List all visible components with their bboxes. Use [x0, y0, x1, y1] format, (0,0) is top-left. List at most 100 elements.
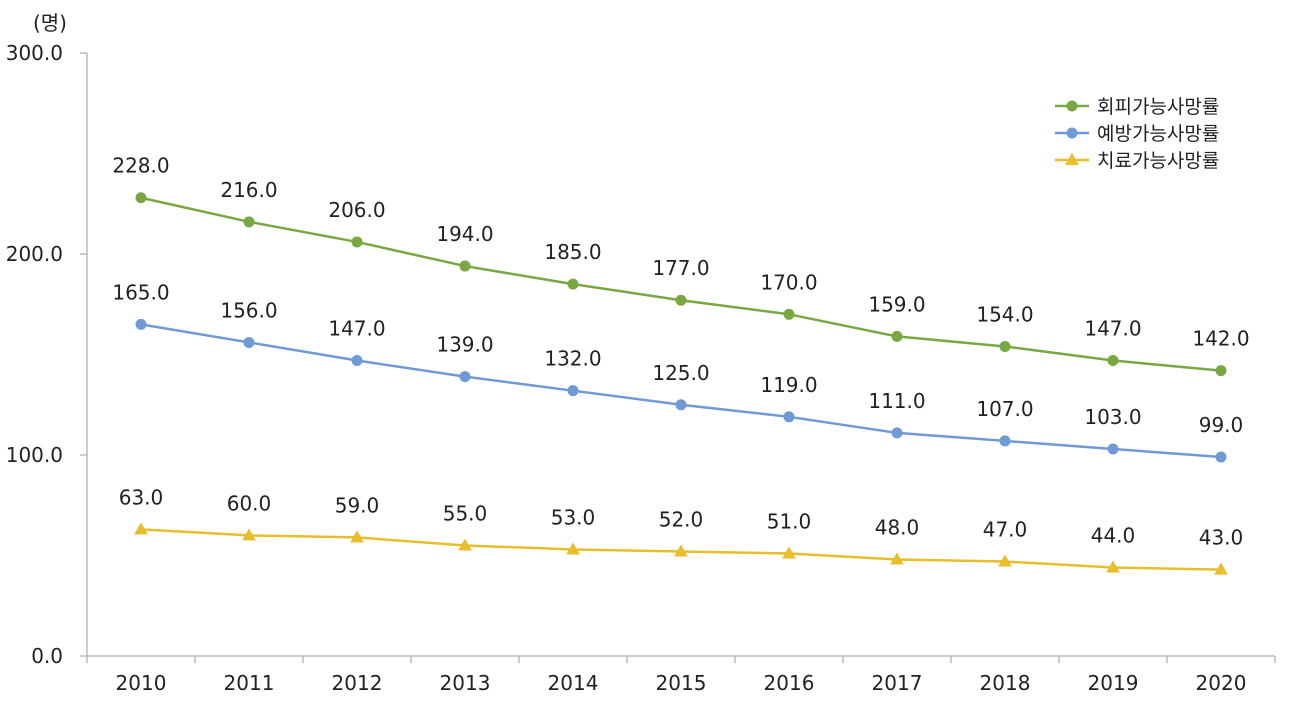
data-label: 177.0: [652, 256, 709, 280]
x-tick-label: 2015: [656, 671, 707, 695]
series-point: [458, 538, 472, 551]
data-label: 154.0: [976, 302, 1033, 326]
data-labels: 228.0 216.0 206.0 194.0 185.0 177.0 170.0 159.0…: [112, 154, 1249, 550]
series-point: [243, 336, 255, 348]
y-tick-label: 0.0: [31, 644, 63, 668]
series-point: [1215, 365, 1227, 377]
legend-label: 치료가능사망률: [1097, 150, 1219, 172]
data-label: 142.0: [1192, 327, 1249, 351]
series-2: [135, 318, 1227, 463]
series-point: [350, 530, 364, 543]
x-tick-label: 2016: [764, 671, 815, 695]
series-point: [783, 411, 795, 423]
data-label: 51.0: [767, 509, 812, 533]
series-point: [674, 544, 688, 557]
data-label: 60.0: [227, 491, 272, 515]
legend-item: 예방가능사망률: [1055, 123, 1219, 145]
data-label: 132.0: [544, 347, 601, 371]
legend-marker: [1066, 100, 1078, 112]
series-point: [135, 318, 147, 330]
data-label: 99.0: [1199, 413, 1244, 437]
legend-marker: [1065, 152, 1079, 165]
x-tick-label: 2020: [1196, 671, 1247, 695]
data-label: 55.0: [443, 501, 488, 525]
data-label: 216.0: [220, 178, 277, 202]
data-label: 59.0: [335, 493, 380, 517]
x-tick-label: 2017: [872, 671, 923, 695]
data-label: 125.0: [652, 361, 709, 385]
data-label: 44.0: [1091, 524, 1136, 548]
data-label: 107.0: [976, 397, 1033, 421]
x-tick-label: 2014: [548, 671, 599, 695]
series-point: [134, 522, 148, 535]
legend-label: 회피가능사망률: [1097, 96, 1219, 118]
series-layer: [134, 192, 1228, 575]
series-point: [1107, 443, 1119, 455]
x-tick-label: 2011: [224, 671, 275, 695]
x-tick-label: 2019: [1088, 671, 1139, 695]
data-label: 119.0: [760, 373, 817, 397]
legend-label: 예방가능사망률: [1097, 123, 1219, 145]
data-label: 43.0: [1199, 526, 1244, 550]
legend-marker: [1066, 127, 1078, 139]
x-tick-label: 2018: [980, 671, 1031, 695]
x-tick-label: 2010: [116, 671, 167, 695]
y-unit-label: (명): [33, 11, 67, 35]
data-label: 48.0: [875, 516, 920, 540]
series-point: [459, 260, 471, 272]
series-point: [675, 399, 687, 411]
data-label: 194.0: [436, 222, 493, 246]
series-line: [140, 323, 1222, 459]
series-point: [459, 371, 471, 383]
series-point: [1214, 562, 1228, 575]
data-label: 53.0: [551, 505, 596, 529]
series-point: [135, 192, 147, 204]
series-point: [891, 427, 903, 439]
data-label: 147.0: [1084, 317, 1141, 341]
series-point: [999, 340, 1011, 352]
series-point: [566, 542, 580, 555]
x-tick-label: 2013: [440, 671, 491, 695]
y-tick-label: 300.0: [6, 41, 63, 65]
data-label: 228.0: [112, 154, 169, 178]
data-label: 139.0: [436, 333, 493, 357]
data-label: 206.0: [328, 198, 385, 222]
data-label: 63.0: [119, 485, 164, 509]
data-label: 185.0: [544, 240, 601, 264]
series-point: [242, 528, 256, 541]
series-point: [1106, 560, 1120, 573]
series-point: [782, 546, 796, 559]
y-tick-label: 200.0: [6, 242, 63, 266]
data-label: 159.0: [868, 292, 925, 316]
data-label: 47.0: [983, 518, 1028, 542]
series-point: [998, 554, 1012, 567]
data-label: 147.0: [328, 317, 385, 341]
series-point: [1215, 451, 1227, 463]
data-label: 156.0: [220, 298, 277, 322]
series-point: [567, 385, 579, 397]
x-tick-label: 2012: [332, 671, 383, 695]
legend-item: 치료가능사망률: [1055, 150, 1219, 172]
series-1: [135, 192, 1227, 377]
series-point: [783, 308, 795, 320]
data-label: 111.0: [868, 389, 925, 413]
data-label: 165.0: [112, 280, 169, 304]
series-point: [243, 216, 255, 228]
data-label: 170.0: [760, 270, 817, 294]
axes: 0.0 100.0 200.0 300.0 2010 2011 2012 2013 2014 20…: [6, 41, 1276, 695]
series-point: [1107, 355, 1119, 367]
y-tick-label: 100.0: [6, 443, 63, 467]
series-point: [351, 355, 363, 367]
series-3: [134, 522, 1228, 575]
legend-item: 회피가능사망률: [1055, 96, 1219, 118]
series-point: [567, 278, 579, 290]
series-point: [999, 435, 1011, 447]
series-line: [140, 196, 1222, 372]
data-label: 52.0: [659, 507, 704, 531]
series-point: [890, 552, 904, 565]
series-point: [675, 294, 687, 306]
series-point: [891, 330, 903, 342]
series-point: [351, 236, 363, 248]
